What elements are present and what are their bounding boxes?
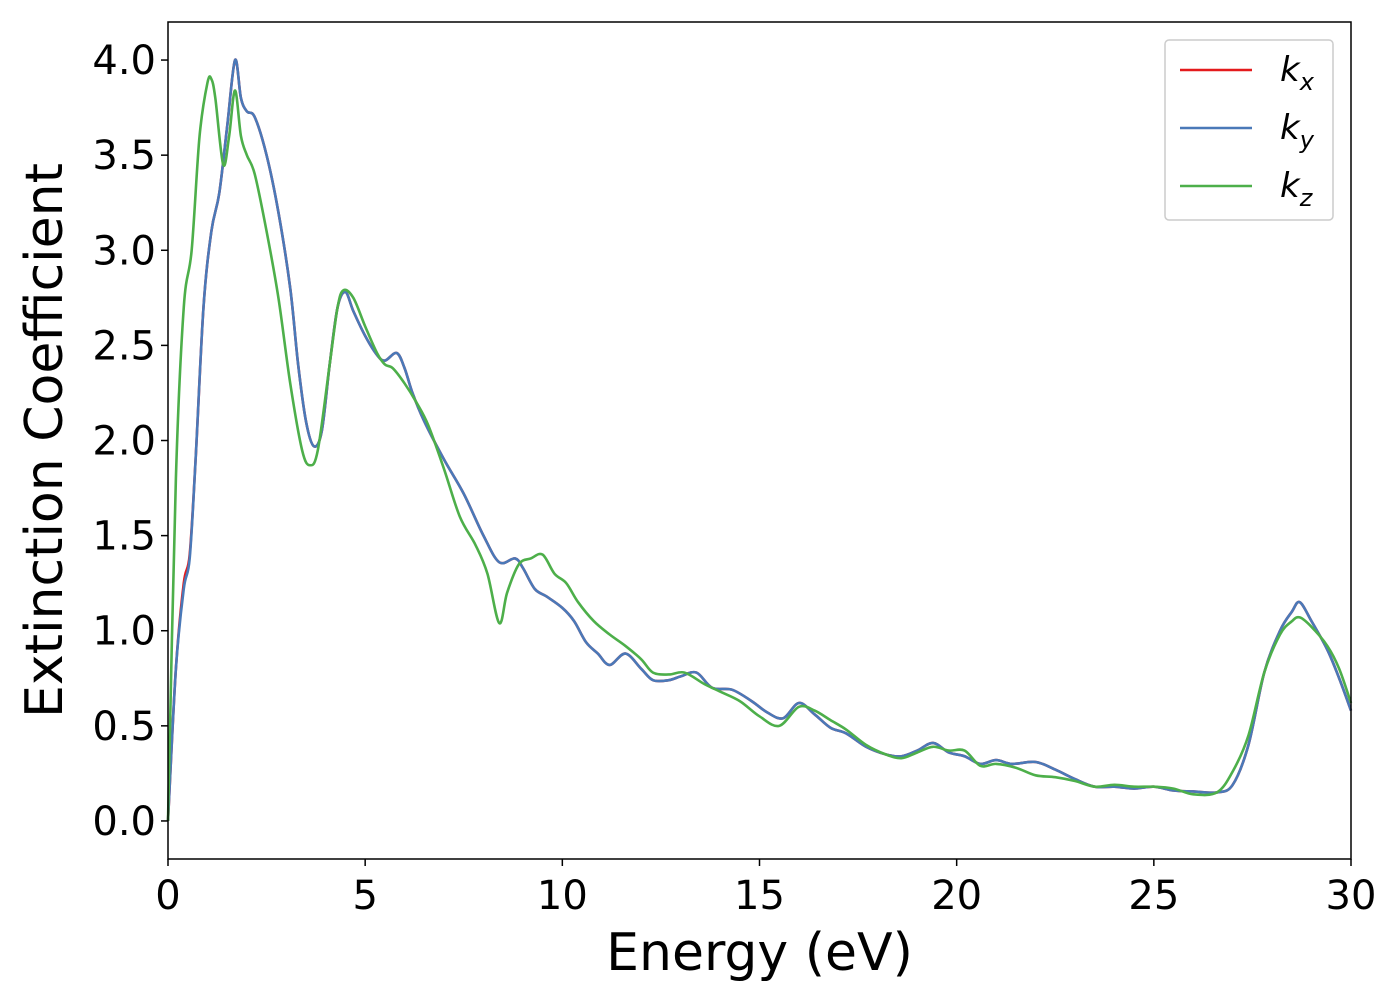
y-tick-label: 4.0 [92,38,156,84]
legend-label-kz: kz [1280,166,1314,212]
x-tick-label: 20 [931,873,982,919]
y-axis: 0.0 0.5 1.0 1.5 2.0 2.5 3.0 3.5 4.0 [92,38,168,845]
y-tick-label: 1.5 [92,514,156,560]
y-tick-label: 1.0 [92,609,156,655]
y-tick-label: 0.5 [92,704,156,750]
x-axis: 0 5 10 15 20 25 30 [155,859,1376,919]
y-tick-label: 0.0 [92,799,156,845]
x-tick-label: 10 [537,873,588,919]
x-tick-label: 25 [1128,873,1179,919]
x-tick-label: 5 [352,873,377,919]
y-axis-label: Extinction Coefficient [15,163,75,718]
y-tick-label: 2.5 [92,323,156,369]
y-tick-label: 3.0 [92,228,156,274]
x-tick-label: 15 [734,873,785,919]
legend-label-ky: ky [1280,108,1315,154]
x-tick-label: 0 [155,873,180,919]
series-layer [166,58,1353,822]
x-tick-label: 30 [1326,873,1377,919]
legend-box [1164,39,1334,221]
series-line-ky [166,58,1353,822]
legend-label-kx: kx [1280,50,1315,96]
y-tick-label: 3.5 [92,133,156,179]
x-axis-label: Energy (eV) [606,923,913,983]
legend: kx ky kz [1164,39,1334,221]
y-tick-label: 2.0 [92,419,156,465]
series-line-kz [166,75,1353,821]
